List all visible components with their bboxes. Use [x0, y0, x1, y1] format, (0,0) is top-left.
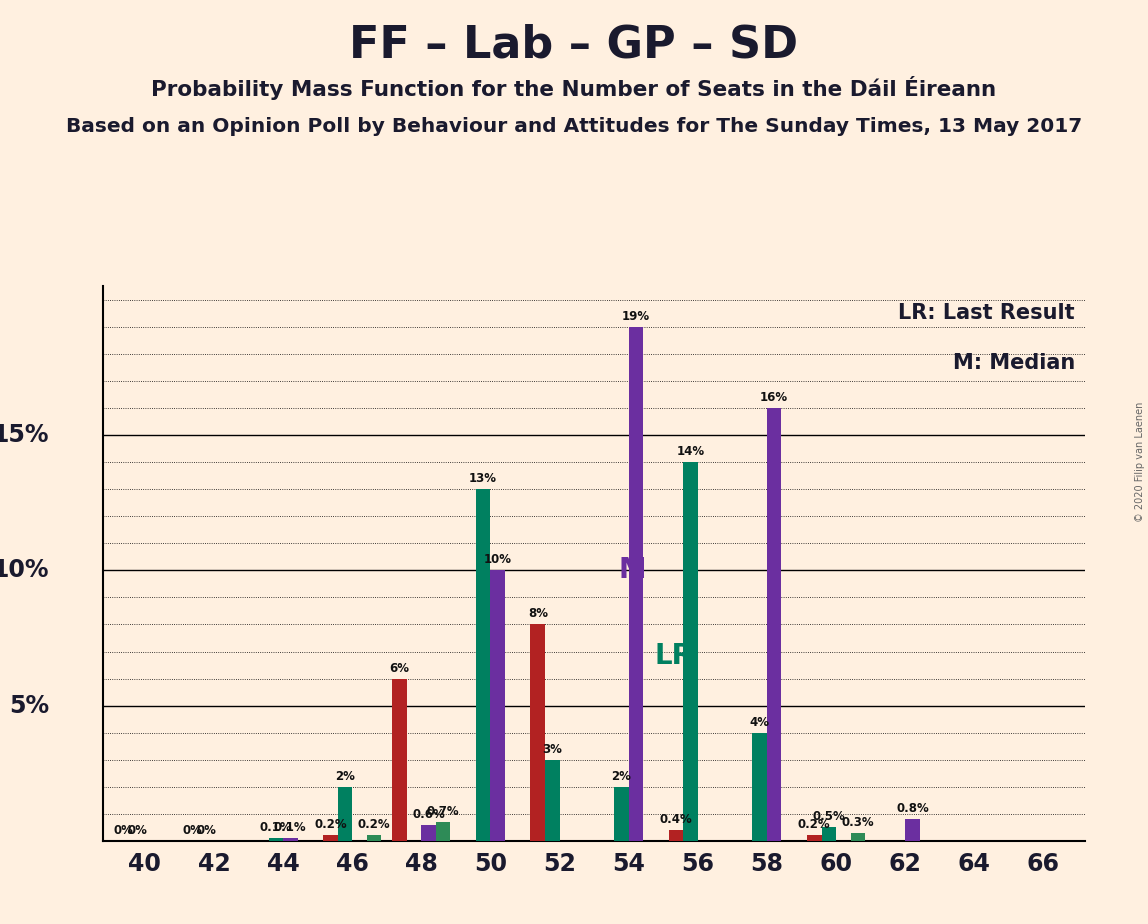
Text: 0.2%: 0.2% — [798, 819, 830, 832]
Text: 0%: 0% — [183, 824, 202, 837]
Bar — [338, 786, 352, 841]
Text: 0.1%: 0.1% — [274, 821, 307, 834]
Text: FF – Lab – GP – SD: FF – Lab – GP – SD — [349, 23, 799, 67]
Bar — [629, 327, 643, 841]
Text: 4%: 4% — [750, 715, 769, 729]
Bar — [851, 833, 866, 841]
Text: 0.6%: 0.6% — [412, 808, 445, 821]
Text: 2%: 2% — [612, 770, 631, 783]
Text: 6%: 6% — [389, 662, 410, 675]
Text: M: M — [619, 556, 646, 584]
Text: 0%: 0% — [196, 824, 217, 837]
Bar — [366, 835, 381, 841]
Text: M: Median: M: Median — [953, 353, 1075, 373]
Text: 10%: 10% — [0, 558, 49, 582]
Bar — [284, 838, 297, 841]
Text: 0.2%: 0.2% — [315, 819, 347, 832]
Text: 2%: 2% — [335, 770, 355, 783]
Text: 0.5%: 0.5% — [813, 810, 845, 823]
Text: 0%: 0% — [127, 824, 147, 837]
Bar — [436, 822, 450, 841]
Text: 0.8%: 0.8% — [897, 802, 929, 815]
Text: 0.4%: 0.4% — [660, 813, 692, 826]
Text: Probability Mass Function for the Number of Seats in the Dáil Éireann: Probability Mass Function for the Number… — [152, 76, 996, 100]
Text: 10%: 10% — [483, 553, 512, 566]
Text: 0.1%: 0.1% — [259, 821, 292, 834]
Bar — [752, 733, 767, 841]
Text: 0.3%: 0.3% — [841, 816, 874, 829]
Bar — [822, 827, 836, 841]
Text: 13%: 13% — [470, 472, 497, 485]
Text: Based on an Opinion Poll by Behaviour and Attitudes for The Sunday Times, 13 May: Based on an Opinion Poll by Behaviour an… — [65, 117, 1083, 137]
Bar — [393, 678, 406, 841]
Bar — [530, 625, 545, 841]
Bar — [545, 760, 559, 841]
Text: 0.7%: 0.7% — [427, 805, 459, 818]
Bar — [807, 835, 822, 841]
Bar — [614, 786, 629, 841]
Bar — [476, 490, 490, 841]
Text: 0%: 0% — [114, 824, 133, 837]
Bar — [905, 820, 920, 841]
Text: 8%: 8% — [528, 607, 548, 620]
Text: 19%: 19% — [622, 310, 650, 323]
Text: 16%: 16% — [760, 391, 789, 404]
Bar — [669, 830, 683, 841]
Text: © 2020 Filip van Laenen: © 2020 Filip van Laenen — [1135, 402, 1145, 522]
Text: 5%: 5% — [9, 694, 49, 718]
Bar — [323, 835, 338, 841]
Text: 15%: 15% — [0, 423, 49, 447]
Text: 3%: 3% — [542, 743, 563, 756]
Bar — [683, 462, 698, 841]
Bar — [269, 838, 284, 841]
Bar — [490, 570, 505, 841]
Text: 0.2%: 0.2% — [358, 819, 390, 832]
Text: LR: Last Result: LR: Last Result — [899, 303, 1075, 323]
Bar — [421, 824, 436, 841]
Text: LR: LR — [654, 642, 693, 671]
Bar — [767, 408, 782, 841]
Text: 14%: 14% — [676, 445, 705, 458]
